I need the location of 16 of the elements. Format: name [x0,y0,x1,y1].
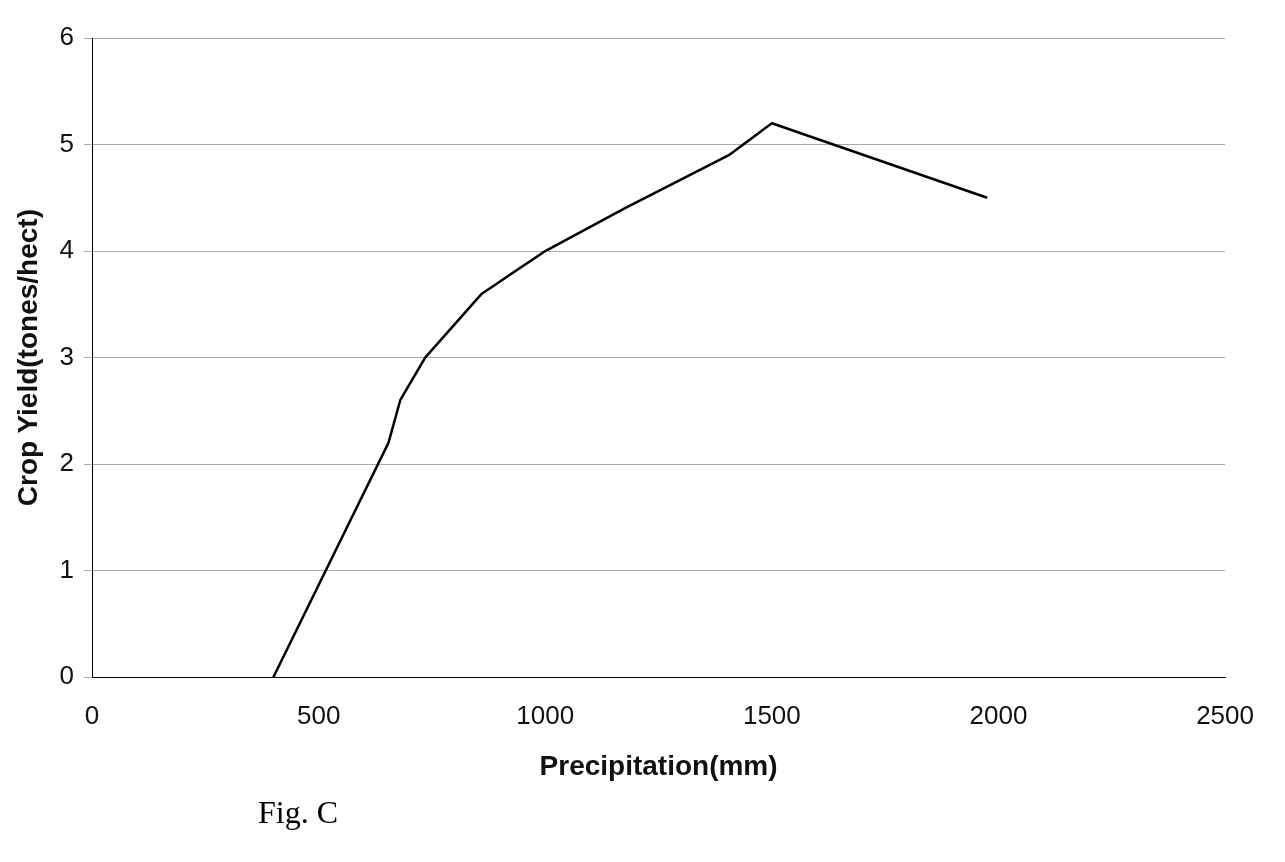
x-tick-label: 0 [84,699,100,730]
y-tick-label: 3 [59,340,75,371]
x-tick-label: 2000 [969,699,1028,730]
x-tick-label: 1500 [742,699,801,730]
text: Fig. C [258,794,340,831]
x-tick-label: 1000 [516,699,575,730]
x-tick-label: 2500 [1196,699,1254,730]
y-tick-label: 6 [59,21,75,52]
x-axis-title: Precipitation(mm) [539,749,778,781]
y-tick-label: 0 [59,660,75,691]
y-tick-label: 4 [59,234,75,265]
y-tick-label: 2 [59,447,75,478]
y-axis-title: Crop Yield(tones/hect) [11,209,43,507]
x-tick-label: 500 [296,699,341,730]
y-tick-label: 1 [59,553,75,584]
y-tick-label: 5 [59,127,75,158]
